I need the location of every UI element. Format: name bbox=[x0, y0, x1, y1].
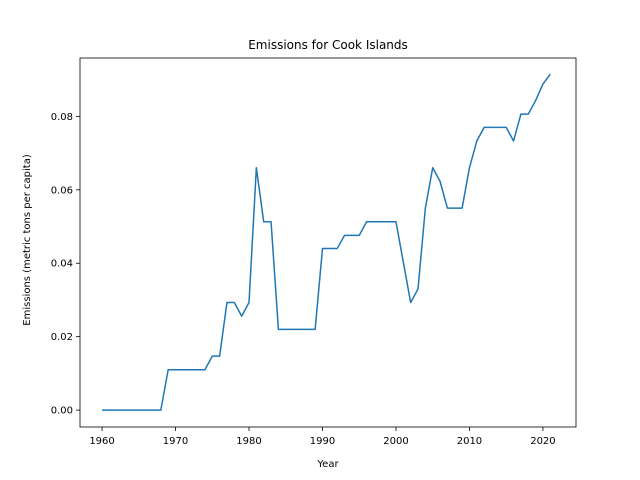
series-line bbox=[102, 73, 551, 411]
y-tick-label: 0.02 bbox=[51, 332, 73, 343]
y-tick-label: 0.06 bbox=[51, 185, 73, 196]
x-tick-label: 2010 bbox=[457, 436, 482, 447]
y-tick-label: 0.08 bbox=[51, 112, 73, 123]
x-axis-ticks: 1960 1970 1980 1990 2000 2010 2020 bbox=[89, 427, 556, 447]
y-tick-label: 0.00 bbox=[51, 406, 73, 417]
axes-frame bbox=[79, 57, 577, 428]
x-tick-label: 1960 bbox=[89, 436, 114, 447]
y-axis-label: Emissions (metric tons per capita) bbox=[22, 154, 33, 326]
chart-title: Emissions for Cook Islands bbox=[248, 38, 408, 52]
y-tick-label: 0.04 bbox=[51, 259, 73, 270]
x-tick-label: 2000 bbox=[383, 436, 408, 447]
x-tick-label: 1990 bbox=[310, 436, 335, 447]
x-tick-label: 2020 bbox=[530, 436, 555, 447]
x-tick-label: 1970 bbox=[163, 436, 188, 447]
x-axis-label: Year bbox=[316, 459, 339, 470]
x-tick-label: 1980 bbox=[236, 436, 261, 447]
y-axis-ticks: 0.00 0.02 0.04 0.06 0.08 bbox=[51, 112, 80, 417]
